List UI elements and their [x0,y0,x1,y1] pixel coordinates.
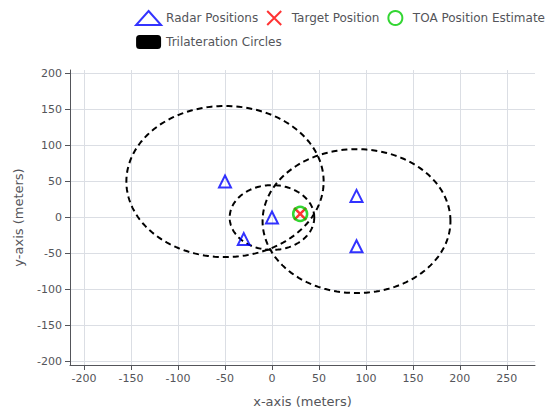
svg-text:-200: -200 [37,355,62,368]
svg-text:150: 150 [41,103,62,116]
svg-text:200: 200 [41,67,62,80]
svg-text:150: 150 [402,372,423,385]
svg-text:y-axis (meters): y-axis (meters) [11,168,26,266]
svg-text:Radar Positions: Radar Positions [166,11,258,25]
svg-text:Target Position: Target Position [291,11,380,25]
svg-text:-100: -100 [37,283,62,296]
svg-text:-50: -50 [44,247,62,260]
svg-text:100: 100 [355,372,376,385]
svg-text:Trilateration Circles: Trilateration Circles [165,35,282,49]
svg-text:-50: -50 [216,372,234,385]
svg-text:200: 200 [449,372,470,385]
svg-text:-200: -200 [72,372,97,385]
svg-text:250: 250 [496,372,517,385]
svg-text:-150: -150 [119,372,144,385]
svg-text:TOA Position Estimate: TOA Position Estimate [412,11,545,25]
svg-text:50: 50 [48,175,62,188]
svg-text:x-axis (meters): x-axis (meters) [253,394,352,409]
svg-text:-100: -100 [166,372,191,385]
svg-text:0: 0 [268,372,275,385]
svg-text:50: 50 [312,372,326,385]
svg-text:-150: -150 [37,319,62,332]
svg-text:100: 100 [41,139,62,152]
svg-text:0: 0 [55,211,62,224]
